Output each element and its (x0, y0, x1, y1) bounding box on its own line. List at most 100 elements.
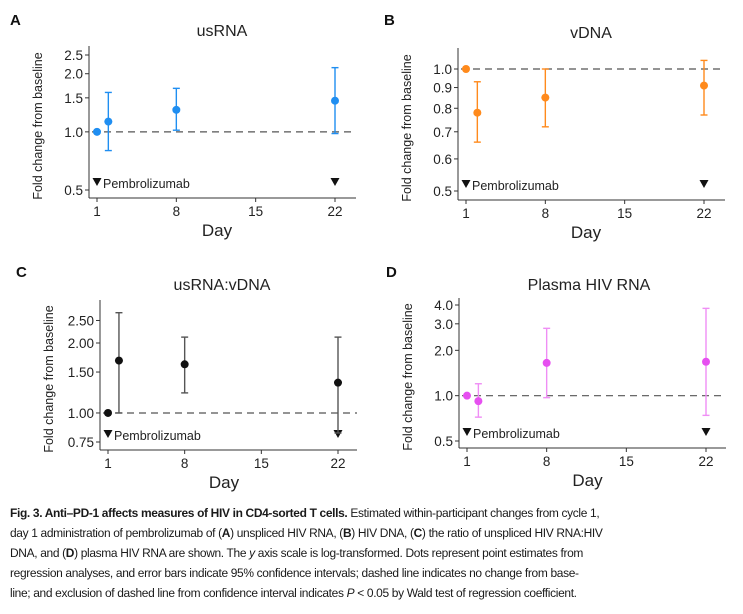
y-tick-label: 0.5 (434, 434, 453, 449)
y-tick-label: 4.0 (434, 298, 453, 313)
data-point (104, 117, 113, 126)
x-tick-label: 8 (173, 204, 181, 219)
y-tick-label: 2.0 (64, 67, 83, 82)
dose-marker-icon (699, 180, 709, 188)
data-point (180, 360, 189, 369)
x-axis-label: Day (572, 471, 603, 490)
caption-text: line; and exclusion of dashed line from … (10, 586, 347, 600)
x-tick-label: 1 (462, 206, 470, 221)
y-axis-label: Fold change from baseline (400, 54, 414, 201)
panel-letter: C (16, 264, 27, 281)
panel-letter: A (10, 12, 21, 29)
dose-annotation: Pembrolizumab (114, 429, 201, 443)
data-point (474, 397, 483, 406)
chart-title: vDNA (570, 25, 612, 42)
y-tick-label: 2.00 (68, 336, 94, 351)
dose-annotation: Pembrolizumab (473, 427, 560, 441)
panel-letter: D (386, 264, 397, 281)
caption-line: DNA, and (D) plasma HIV RNA are shown. T… (10, 543, 713, 563)
caption-bold: A (221, 526, 231, 540)
dose-marker-icon (333, 430, 343, 438)
data-point (93, 127, 101, 136)
dose-marker-icon (461, 180, 471, 188)
data-point (702, 357, 710, 366)
x-tick-label: 1 (463, 454, 471, 469)
caption-text: DNA, and ( (10, 546, 66, 560)
dose-marker-icon (92, 178, 102, 186)
y-tick-label: 1.50 (68, 365, 94, 380)
y-tick-label: 0.8 (433, 101, 452, 116)
x-tick-label: 8 (542, 206, 550, 221)
x-axis-label: Day (202, 221, 233, 240)
caption-text: ) the ratio of unspliced HIV RNA:HIV (421, 526, 603, 540)
caption-italic: P (346, 586, 355, 600)
caption-text: ) plasma HIV RNA are shown. The (74, 546, 250, 560)
caption-text: < 0.05 by Wald test of regression coeffi… (354, 586, 577, 600)
panel-d: D Plasma HIV RNA 0.5 1.0 2.0 3.0 4.0 1 8 15 22 Day F… (386, 264, 726, 490)
data-point (462, 65, 470, 73)
data-point (114, 356, 123, 365)
y-tick-label: 0.5 (433, 184, 452, 199)
chart-title: usRNA (197, 23, 248, 40)
dose-marker-icon (103, 430, 113, 438)
y-tick-label: 0.5 (64, 183, 83, 198)
y-tick-label: 3.0 (434, 317, 453, 332)
caption-bold: C (413, 526, 423, 540)
caption-line: line; and exclusion of dashed line from … (10, 583, 713, 603)
x-tick-label: 15 (248, 204, 263, 219)
x-axis-label: Day (209, 473, 240, 492)
caption-text: axis scale is log-transformed. Dots repr… (254, 546, 584, 560)
y-axis-label: Fold change from baseline (401, 303, 415, 450)
y-tick-label: 1.0 (434, 389, 453, 404)
data-point (473, 108, 482, 117)
x-tick-label: 22 (696, 206, 711, 221)
chart-title: Plasma HIV RNA (528, 277, 651, 294)
dose-marker-icon (330, 178, 340, 186)
dose-annotation: Pembrolizumab (103, 177, 190, 191)
panel-letter: B (384, 12, 395, 29)
x-tick-label: 8 (181, 456, 189, 471)
dose-marker-icon (701, 428, 711, 436)
caption-text: ) unspliced HIV RNA, ( (230, 526, 343, 540)
y-tick-label: 2.5 (64, 48, 83, 63)
figure-caption: Fig. 3. Anti–PD-1 affects measures of HI… (10, 503, 713, 603)
data-point (463, 391, 471, 400)
caption-line: Fig. 3. Anti–PD-1 affects measures of HI… (10, 503, 713, 523)
y-tick-label: 1.5 (64, 91, 83, 106)
caption-italic: y (249, 546, 255, 560)
caption-bold: B (342, 526, 352, 540)
y-tick-label: 1.00 (68, 406, 94, 421)
y-axis-label: Fold change from baseline (31, 52, 45, 199)
caption-line: day 1 administration of pembrolizumab of… (10, 523, 713, 543)
y-tick-label: 0.7 (433, 125, 452, 140)
caption-text: day 1 administration of pembrolizumab of… (10, 526, 222, 540)
data-point (334, 378, 342, 387)
y-tick-label: 0.9 (433, 81, 452, 96)
y-tick-label: 1.0 (64, 125, 83, 140)
data-point (331, 96, 339, 105)
caption-text: Estimated within-participant changes fro… (347, 506, 600, 520)
y-tick-label: 2.0 (434, 343, 453, 358)
y-axis-label: Fold change from baseline (42, 305, 56, 452)
data-point (542, 358, 551, 367)
caption-text: ) HIV DNA, ( (351, 526, 414, 540)
data-point (700, 81, 708, 90)
caption-bold: Fig. 3. Anti–PD-1 affects measures of HI… (10, 506, 348, 520)
x-tick-label: 15 (617, 206, 632, 221)
x-tick-label: 22 (330, 456, 345, 471)
y-tick-label: 0.75 (68, 435, 94, 450)
data-point (541, 93, 550, 102)
data-point (172, 105, 181, 114)
chart-title: usRNA:vDNA (174, 277, 271, 294)
y-tick-label: 1.0 (433, 62, 452, 77)
y-tick-label: 0.6 (433, 152, 452, 167)
dose-marker-icon (462, 428, 472, 436)
caption-bold: D (65, 546, 75, 560)
x-tick-label: 1 (104, 456, 112, 471)
data-point (104, 408, 112, 417)
x-tick-label: 8 (543, 454, 551, 469)
